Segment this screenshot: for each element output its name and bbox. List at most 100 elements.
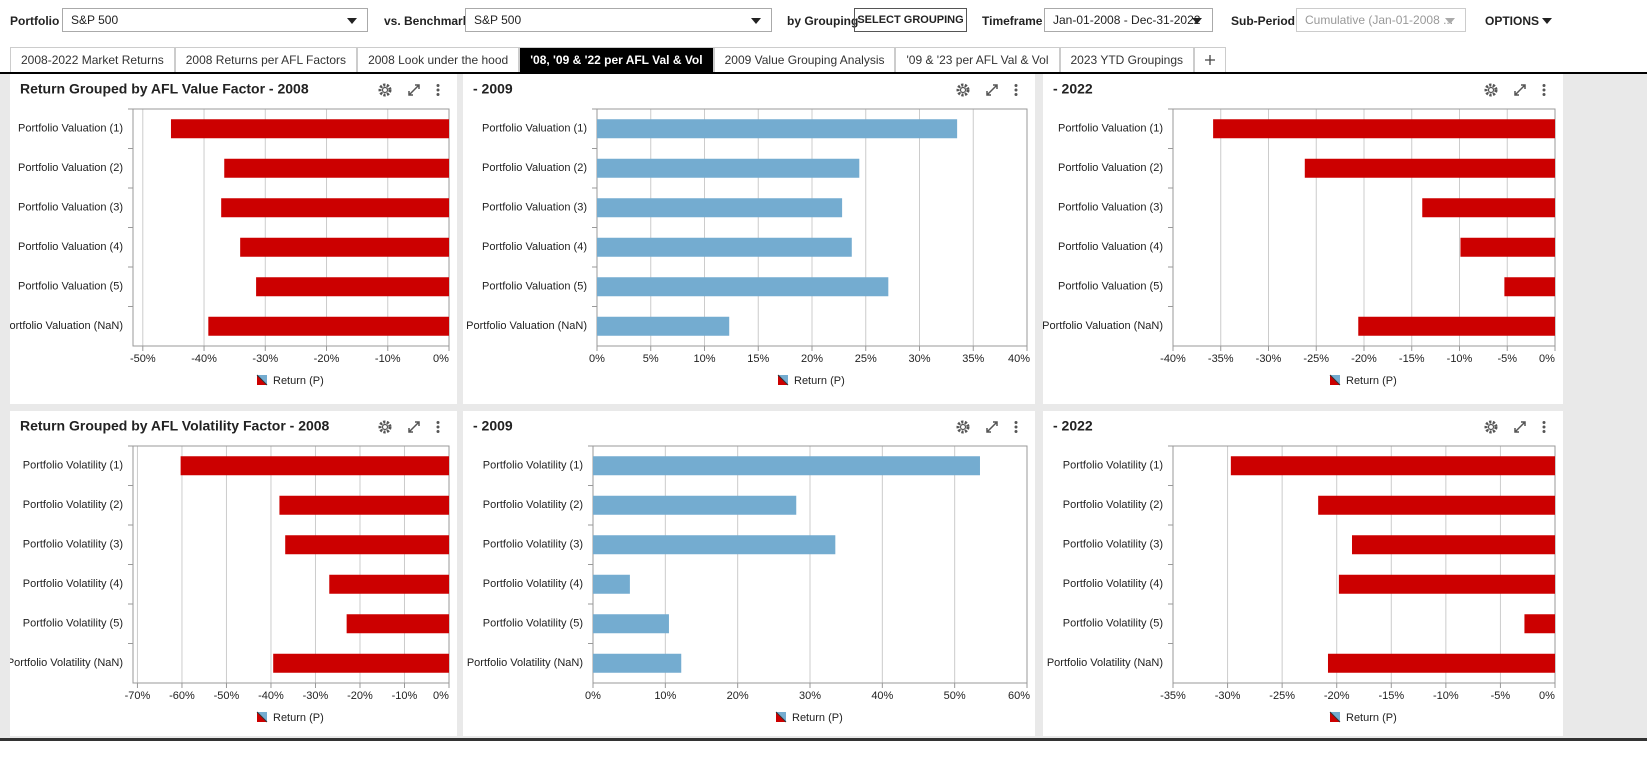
more-menu-icon[interactable] [1542, 84, 1546, 96]
plot-border [1172, 445, 1556, 684]
tab[interactable]: '09 & '23 per AFL Val & Vol [895, 47, 1060, 72]
expand-icon[interactable] [986, 421, 998, 433]
bar [208, 316, 449, 336]
footer [0, 738, 1647, 778]
tab[interactable]: 2009 Value Grouping Analysis [713, 47, 896, 72]
y-tick-label: Portfolio Valuation (5) [1058, 281, 1163, 293]
tab-bar: 2008-2022 Market Returns 2008 Returns per… [10, 47, 1227, 72]
x-tick-label: 10% [654, 690, 676, 702]
x-tick-label: -20% [1324, 690, 1350, 702]
tab[interactable]: 2023 YTD Groupings [1059, 47, 1195, 72]
x-tick-label: 30% [799, 690, 821, 702]
benchmark-select[interactable]: S&P 500 [465, 8, 772, 32]
bar [593, 574, 630, 594]
legend-label: Return (P) [792, 712, 843, 724]
tab[interactable]: 2008-2022 Market Returns [10, 47, 175, 72]
more-menu-icon[interactable] [1542, 421, 1546, 433]
chart-title: - 2009 [473, 81, 513, 97]
settings-icon[interactable] [378, 420, 392, 434]
y-tick-label: Portfolio Volatility (4) [483, 578, 583, 590]
tab[interactable]: 2008 Returns per AFL Factors [174, 47, 358, 72]
tab[interactable]: '08, '09 & '22 per AFL Val & Vol [519, 47, 714, 72]
chart-panel: - 2022 -40% -35% -30% -25% -20% -15% -10% -5% 0% P… [1042, 74, 1563, 404]
chart-title: Return Grouped by AFL Value Factor - 200… [20, 81, 309, 97]
bar [170, 119, 449, 139]
legend-swatch-accent [775, 711, 787, 723]
more-menu-icon[interactable] [436, 421, 440, 433]
settings-icon[interactable] [956, 83, 970, 97]
x-tick-label: 35% [962, 353, 984, 365]
settings-icon[interactable] [1484, 83, 1498, 97]
x-tick-label: -10% [1447, 353, 1473, 365]
settings-icon[interactable] [378, 83, 392, 97]
expand-icon[interactable] [1514, 84, 1526, 96]
expand-icon[interactable] [986, 84, 998, 96]
bar [597, 316, 730, 336]
bar [1213, 119, 1555, 139]
x-tick-label: -25% [1269, 690, 1295, 702]
x-tick-label: -30% [303, 690, 329, 702]
legend-label: Return (P) [794, 375, 845, 387]
y-tick-label: Portfolio Valuation (1) [1058, 123, 1163, 135]
timeframe-select[interactable]: Jan-01-2008 - Dec-31-2022 [1044, 8, 1213, 32]
settings-icon[interactable] [1484, 420, 1498, 434]
x-tick-label: -40% [191, 353, 217, 365]
x-tick-label: 0% [433, 353, 449, 365]
chart: - 2022 -35% -30% -25% -20% -15% -10% -5% 0% Portf… [1047, 418, 1556, 724]
x-tick-label: 15% [747, 353, 769, 365]
bar [593, 495, 797, 515]
y-tick-label: Portfolio Volatility (1) [483, 460, 583, 472]
y-tick-label: Portfolio Valuation (4) [482, 241, 587, 253]
subperiod-label: Sub-Period [1231, 14, 1296, 28]
bar [221, 198, 449, 218]
add-tab-button[interactable] [1194, 47, 1227, 72]
y-tick-label: Portfolio Valuation (5) [482, 281, 587, 293]
more-menu-icon[interactable] [436, 84, 440, 96]
x-tick-label: 20% [801, 353, 823, 365]
x-tick-label: -35% [1208, 353, 1234, 365]
more-menu-icon[interactable] [1014, 421, 1018, 433]
x-tick-label: 0% [1539, 690, 1555, 702]
plot-border [132, 445, 450, 684]
legend-label: Return (P) [273, 375, 324, 387]
expand-icon[interactable] [408, 84, 420, 96]
portfolio-label: Portfolio [10, 14, 60, 28]
y-tick-label: Portfolio Volatility (3) [1063, 539, 1163, 551]
settings-icon[interactable] [956, 420, 970, 434]
chart-panel: - 2022 -35% -30% -25% -20% -15% -10% -5% 0% Portf… [1043, 411, 1563, 736]
bar [273, 653, 449, 673]
portfolio-select[interactable]: S&P 500 [62, 8, 368, 32]
x-tick-label: 5% [643, 353, 659, 365]
bar [1327, 653, 1555, 673]
plot-border [132, 108, 450, 347]
x-tick-label: 20% [727, 690, 749, 702]
x-tick-label: -50% [214, 690, 240, 702]
more-menu-icon[interactable] [1014, 84, 1018, 96]
x-tick-label: 40% [871, 690, 893, 702]
y-tick-label: Portfolio Valuation (3) [18, 202, 123, 214]
y-tick-label: Portfolio Valuation (3) [482, 202, 587, 214]
x-tick-label: -15% [1378, 690, 1404, 702]
x-tick-label: -10% [392, 690, 418, 702]
options-menu[interactable]: OPTIONS [1485, 14, 1553, 29]
benchmark-label: vs. Benchmark [384, 14, 470, 28]
tab[interactable]: 2008 Look under the hood [357, 47, 520, 72]
bar [1504, 277, 1555, 297]
select-grouping-button[interactable]: SELECT GROUPING [854, 8, 967, 32]
legend-swatch-accent [777, 374, 789, 386]
grouping-label: by Grouping [787, 14, 859, 28]
chart: - 2022 -40% -35% -30% -25% -20% -15% -10% -5% 0% P… [1042, 81, 1556, 387]
y-tick-label: Portfolio Valuation (2) [482, 162, 587, 174]
chart-title: - 2009 [473, 418, 513, 434]
x-tick-label: -60% [169, 690, 195, 702]
y-tick-label: Portfolio Volatility (5) [1063, 618, 1163, 630]
y-tick-label: Portfolio Volatility (2) [483, 499, 583, 511]
expand-icon[interactable] [408, 421, 420, 433]
bar [1358, 316, 1555, 336]
bar [224, 158, 449, 178]
x-tick-label: 25% [855, 353, 877, 365]
bar [279, 495, 449, 515]
y-tick-label: Portfolio Volatility (5) [23, 618, 123, 630]
expand-icon[interactable] [1514, 421, 1526, 433]
bar [240, 237, 449, 257]
